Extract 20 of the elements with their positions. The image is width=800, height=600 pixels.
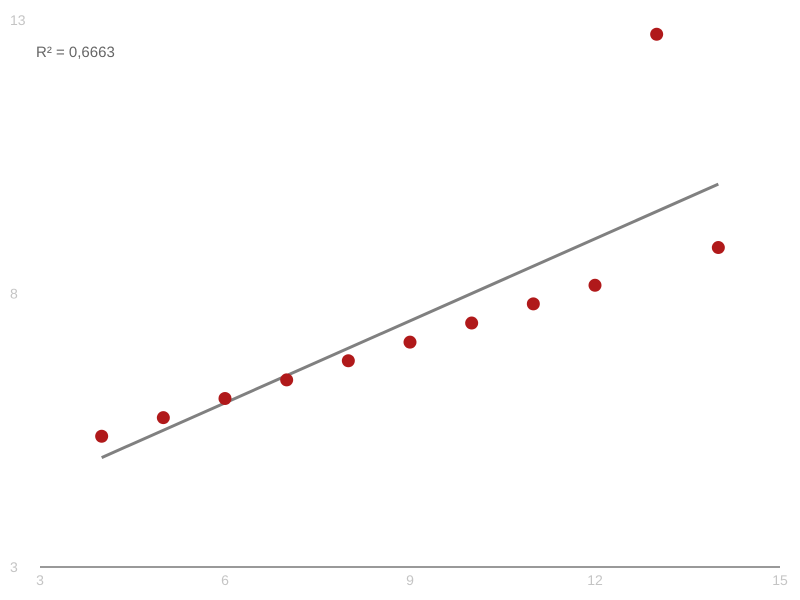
y-tick-label: 3 <box>10 558 18 575</box>
x-tick-label: 3 <box>36 572 44 588</box>
point <box>218 392 232 406</box>
point <box>712 241 725 254</box>
point <box>404 336 416 349</box>
point <box>650 28 664 41</box>
point <box>280 373 294 386</box>
point <box>95 430 108 443</box>
x-tick-label: 12 <box>587 572 603 588</box>
x-tick-label: 9 <box>406 572 414 588</box>
point <box>342 354 355 368</box>
y-tick-label: 8 <box>10 285 18 302</box>
x-tick-label: 6 <box>221 572 230 588</box>
x-tick-label: 15 <box>772 572 788 588</box>
annotation: R² = 0,6663 <box>36 44 115 61</box>
point <box>156 411 170 424</box>
point <box>588 278 602 292</box>
point <box>526 297 540 310</box>
point <box>465 316 478 330</box>
y-tick-label: 13 <box>10 12 26 28</box>
